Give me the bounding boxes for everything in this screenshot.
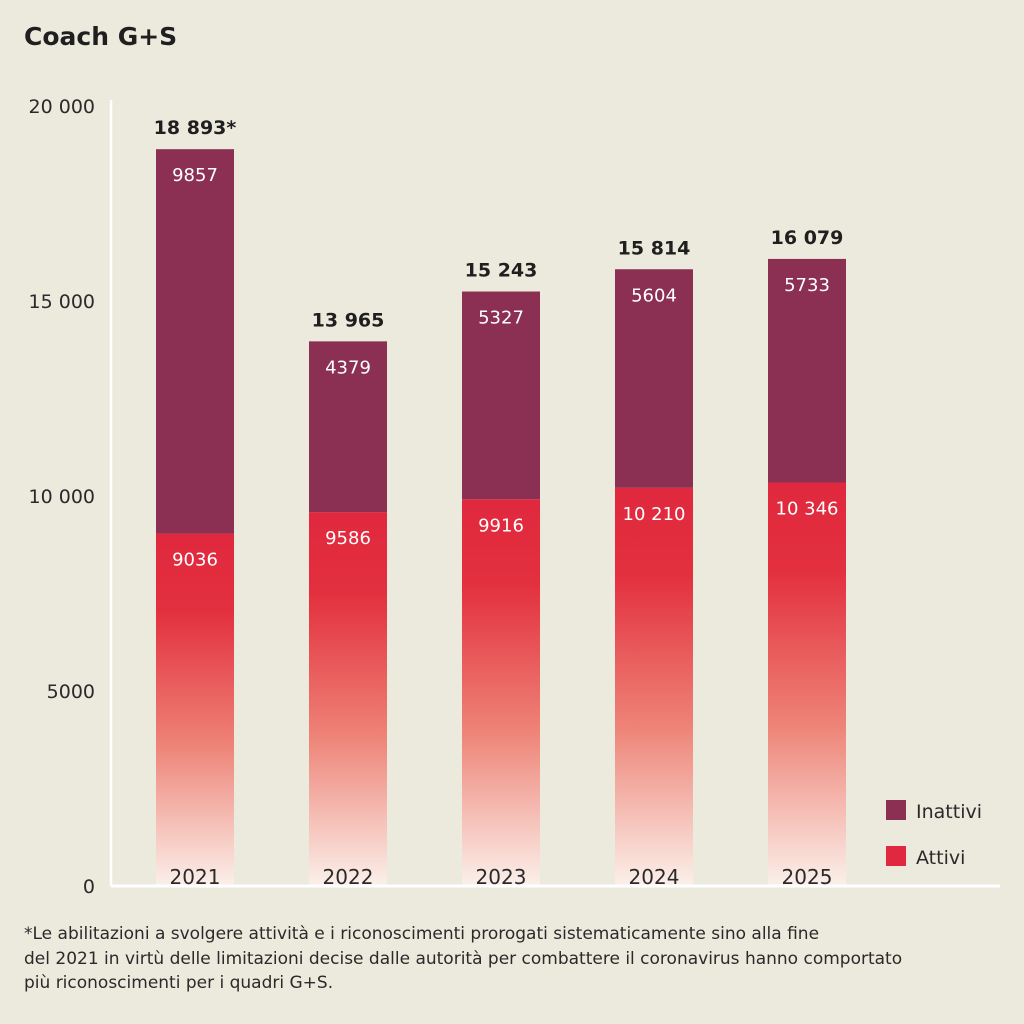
bar-label-attivi: 9586: [325, 528, 371, 549]
bar-label-attivi: 10 210: [623, 504, 686, 525]
y-tick-label: 0: [83, 876, 95, 898]
footnote-line: *Le abilitazioni a svolgere attività e i…: [24, 924, 820, 944]
bar-inattivi: [156, 149, 234, 534]
legend-label: Inattivi: [916, 801, 982, 823]
y-axis: 0 5000 10 000 15 000 20 000: [29, 96, 113, 898]
bar-attivi: [768, 482, 846, 886]
bar-label-inattivi: 5733: [784, 275, 830, 296]
bar-inattivi: [462, 291, 540, 500]
bar-label-inattivi: 4379: [325, 357, 371, 378]
footnote-line: del 2021 in virtù delle limitazioni deci…: [24, 948, 903, 969]
y-tick-label: 5000: [47, 681, 95, 703]
y-tick-label: 15 000: [29, 291, 95, 313]
bar-label-inattivi: 5604: [631, 285, 677, 306]
bar-inattivi: [309, 341, 387, 513]
bar-total-label: 15 243: [465, 260, 538, 282]
footnote: *Le abilitazioni a svolgere attività e i…: [24, 922, 1004, 996]
bar-label-inattivi: 9857: [172, 165, 218, 186]
bar-attivi: [156, 533, 234, 886]
bar-inattivi: [615, 269, 693, 488]
legend-swatch: [886, 846, 906, 866]
y-tick-label: 10 000: [29, 486, 95, 508]
bar-inattivi: [768, 258, 846, 483]
bar-total-label: 15 814: [618, 237, 691, 259]
footnote-line: più riconoscimenti per i quadri G+S.: [24, 973, 334, 993]
legend-swatch: [886, 800, 906, 820]
bar-label-attivi: 9036: [172, 550, 218, 571]
bar-total-label: 18 893*: [154, 117, 237, 139]
y-tick-label: 20 000: [29, 96, 95, 118]
chart-title: Coach G+S: [24, 22, 178, 51]
bar-label-inattivi: 5327: [478, 308, 524, 329]
bar-total-label: 13 965: [312, 309, 385, 331]
bar-attivi: [309, 512, 387, 886]
bar-total-label: 16 079: [771, 227, 844, 249]
legend: Inattivi Attivi: [886, 800, 982, 869]
bar-attivi: [615, 487, 693, 886]
bar-label-attivi: 9916: [478, 515, 524, 536]
bar-attivi: [462, 499, 540, 886]
bar-label-attivi: 10 346: [776, 499, 839, 520]
legend-label: Attivi: [916, 847, 965, 869]
stacked-bar-chart: 0 5000 10 000 15 000 20 000 9036 9857 18 893* 2…: [29, 96, 1000, 898]
